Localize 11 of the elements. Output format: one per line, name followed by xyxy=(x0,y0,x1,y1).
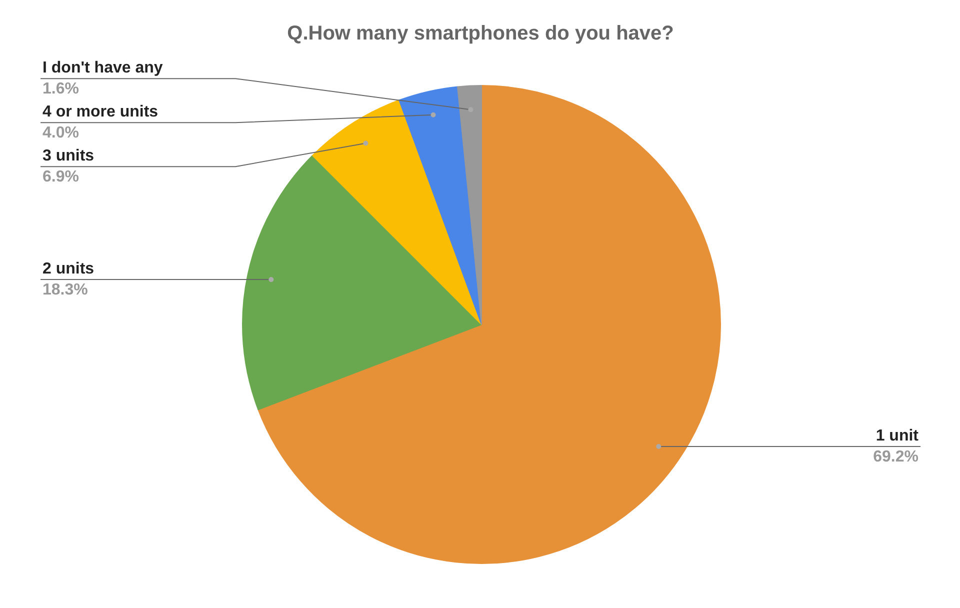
chart-title: Q.How many smartphones do you have? xyxy=(287,22,674,44)
data-label: 1.6% xyxy=(42,80,79,98)
data-label: 6.9% xyxy=(42,168,79,186)
slice-label: 1 unit xyxy=(876,428,920,445)
slice-label: 3 units xyxy=(42,148,94,165)
slice-label: 2 units xyxy=(42,260,94,278)
data-label: 18.3% xyxy=(42,282,88,299)
data-label: 69.2% xyxy=(873,448,919,466)
data-label: 4.0% xyxy=(42,124,79,142)
slice-label: I don't have any xyxy=(42,60,163,77)
slice-label: 4 or more units xyxy=(42,104,158,121)
